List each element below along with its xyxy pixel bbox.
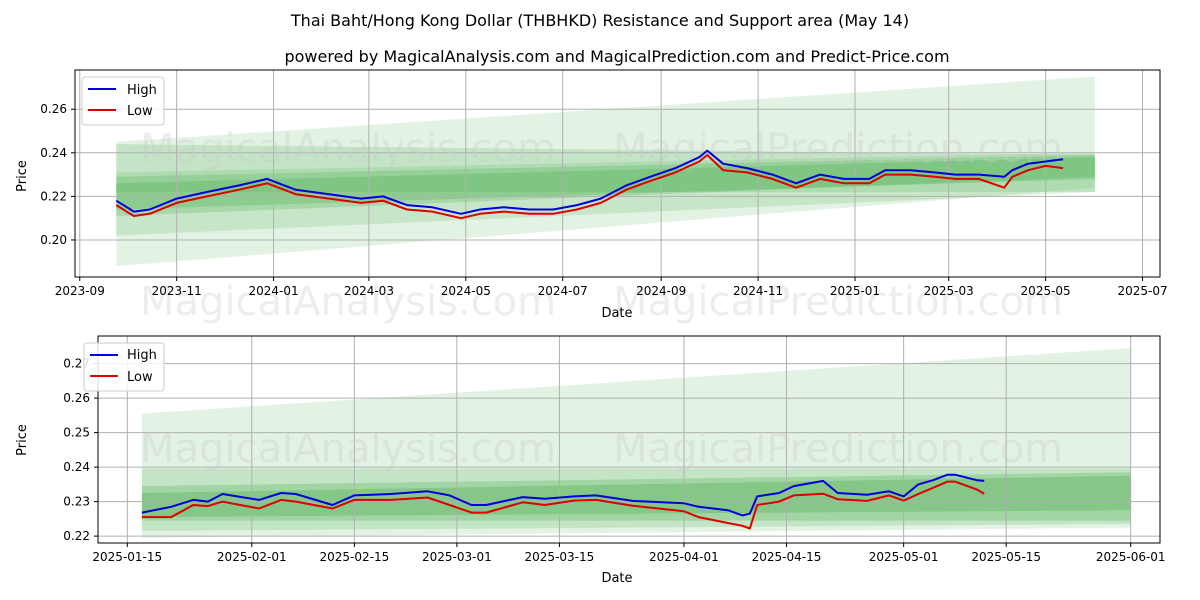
band-0 (141, 348, 1131, 538)
series-high-line (115, 149, 1064, 215)
y-tick-label: 0.22 (40, 189, 67, 203)
x-tick-label: 2024-01 (249, 284, 299, 298)
x-axis-ticks: 2025-01-15 2025-02-01 2025-02-15 2025-03-01… (92, 543, 1166, 564)
x-tick-label: 2025-01 (830, 284, 880, 298)
y-tick-label: 0.26 (40, 102, 67, 116)
x-tick-label: 2025-05 (1021, 284, 1071, 298)
x-tick-label: 2025-07 (1117, 284, 1167, 298)
chart-title: Thai Baht/Hong Kong Dollar (THBHKD) Resi… (290, 11, 909, 30)
x-tick-label: 2025-04-15 (752, 550, 822, 564)
y-tick-label: 0.24 (63, 460, 90, 474)
legend: High Low (83, 342, 165, 392)
y-tick-label: 0.22 (63, 529, 90, 543)
x-axis-ticks: 2023-09 2023-11 2024-01 2024-03 2024-05 2024-… (55, 277, 1168, 298)
support-resistance-bands (116, 76, 1095, 267)
plot-frame (74, 69, 1161, 278)
y-axis-label: Price (15, 160, 30, 192)
watermark-analysis: MagicalAnalysis.com (140, 426, 556, 472)
watermark-prediction-lower: MagicalPrediction.com (613, 279, 1063, 325)
watermark-prediction: MagicalPrediction.com (613, 426, 1063, 472)
plot-area (75, 70, 1160, 277)
x-tick-label: 2024-11 (733, 284, 783, 298)
support-resistance-bands (141, 348, 1131, 538)
price-lines (141, 473, 985, 530)
chart-subtitle: powered by MagicalAnalysis.com and Magic… (284, 47, 949, 66)
zoomed-chart-panel: MagicalAnalysis.com MagicalPrediction.co… (15, 335, 1166, 586)
series-low-line (141, 480, 985, 530)
watermark-analysis-lower: MagicalAnalysis.com (140, 279, 556, 325)
y-tick-label: 0.26 (63, 391, 90, 405)
legend-low-label: Low (127, 104, 153, 119)
x-tick-label: 2025-06-01 (1096, 550, 1166, 564)
band-2 (141, 472, 1131, 521)
x-tick-label: 2025-02-01 (217, 550, 287, 564)
x-tick-label: 2025-04-01 (649, 550, 719, 564)
band-3 (116, 155, 1095, 216)
band-1 (141, 468, 1131, 531)
y-tick-label: 0.25 (63, 426, 90, 440)
band-2 (116, 144, 1095, 192)
main-chart-panel: MagicalAnalysis.com MagicalPrediction.co… (15, 69, 1168, 325)
y-tick-label: 0.23 (63, 495, 90, 509)
watermark-prediction: MagicalPrediction.com (613, 126, 1063, 172)
band-0 (116, 76, 1095, 267)
x-tick-label: 2023-09 (55, 284, 105, 298)
y-tick-label: 0.24 (40, 146, 67, 160)
grid-lines (75, 70, 1160, 277)
x-tick-label: 2025-02-15 (319, 550, 389, 564)
band-1 (116, 152, 1095, 236)
y-axis-label: Price (15, 424, 30, 456)
x-tick-label: 2024-05 (441, 284, 491, 298)
x-axis-label: Date (601, 306, 632, 321)
plot-frame (97, 335, 1161, 544)
x-tick-label: 2025-03-01 (422, 550, 492, 564)
price-lines (115, 149, 1064, 220)
legend-low-label: Low (127, 370, 153, 385)
y-axis-ticks: 0.20 0.22 0.24 0.26 (40, 102, 75, 247)
x-tick-label: 2023-11 (152, 284, 202, 298)
series-high-line (141, 473, 985, 517)
x-tick-label: 2025-05-15 (971, 550, 1041, 564)
plot-area (98, 336, 1160, 543)
x-tick-label: 2024-07 (538, 284, 588, 298)
x-tick-label: 2025-01-15 (92, 550, 162, 564)
y-tick-label: 0.20 (40, 233, 67, 247)
x-tick-label: 2025-05-01 (869, 550, 939, 564)
legend: High Low (81, 76, 165, 126)
series-low-line (115, 154, 1064, 220)
watermark-analysis: MagicalAnalysis.com (140, 126, 556, 172)
legend-high-label: High (127, 348, 157, 363)
y-tick-label: 0.27 (63, 357, 90, 371)
legend-high-label: High (127, 83, 157, 98)
x-axis-label: Date (601, 571, 632, 586)
x-tick-label: 2025-03 (924, 284, 974, 298)
band-3 (141, 475, 1131, 518)
x-tick-label: 2024-09 (636, 284, 686, 298)
x-tick-label: 2025-03-15 (525, 550, 595, 564)
x-tick-label: 2024-03 (344, 284, 394, 298)
y-axis-ticks: 0.22 0.23 0.24 0.25 0.26 0.27 (63, 357, 98, 543)
